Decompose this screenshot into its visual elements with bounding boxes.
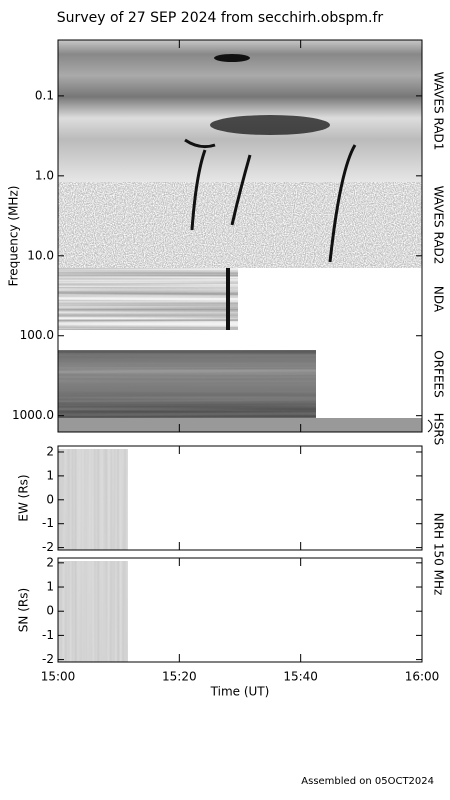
instrument-label: NDA xyxy=(432,286,446,313)
orfees-streaks xyxy=(58,350,316,418)
rad1-image xyxy=(58,40,422,182)
y-tick-label: 1 xyxy=(46,580,54,594)
y-tick-label: 0 xyxy=(46,604,54,618)
y-tick-label: 2 xyxy=(46,444,54,458)
bracket xyxy=(427,419,433,433)
footer: Assembled on 05OCT2024 xyxy=(301,776,434,787)
y-tick-label: 0 xyxy=(46,492,54,506)
spectra xyxy=(57,39,433,663)
nda-streaks xyxy=(58,268,238,330)
y-tick-label: -2 xyxy=(42,652,54,666)
y-tick-label: 2 xyxy=(46,555,54,569)
type-iii-bursts xyxy=(184,138,357,263)
instrument-label: WAVES RAD1 xyxy=(432,72,446,151)
instrument-label: NRH 150 MHz xyxy=(432,513,446,596)
ew-streaks xyxy=(58,449,128,550)
y-tick-label: 100.0 xyxy=(20,328,54,342)
y-tick-label: 0.1 xyxy=(35,88,54,102)
y-tick-label: 1 xyxy=(46,468,54,482)
frame xyxy=(57,557,423,663)
hsrs-image xyxy=(58,418,422,432)
frame xyxy=(57,39,423,433)
burst xyxy=(226,268,230,330)
x-axis-label: Time (UT) xyxy=(210,685,270,699)
instrument-label: WAVES RAD2 xyxy=(432,186,446,265)
instrument-label: HSRS xyxy=(432,413,446,446)
y-tick-label: 10.0 xyxy=(27,248,54,262)
y-tick-label: -1 xyxy=(42,628,54,642)
y-tick-label: 1.0 xyxy=(35,168,54,182)
y-axis-label: EW (Rs) xyxy=(17,474,31,521)
y-tick-label: -1 xyxy=(42,516,54,530)
chart-title: Survey of 27 SEP 2024 from secchirh.obsp… xyxy=(57,10,384,26)
burst xyxy=(214,54,250,62)
sn-streaks xyxy=(58,561,128,662)
x-tick-label: 15:40 xyxy=(283,670,318,684)
y-tick-label: -2 xyxy=(42,540,54,554)
y-axis-label: Frequency (MHz) xyxy=(7,186,21,287)
y-tick-label: 1000.0 xyxy=(12,408,54,422)
instrument-label: ORFEES xyxy=(432,350,446,397)
frame xyxy=(57,445,423,551)
y-axis-label: SN (Rs) xyxy=(17,588,31,632)
burst xyxy=(210,115,330,135)
x-tick-label: 15:00 xyxy=(41,670,76,684)
x-tick-label: 15:20 xyxy=(162,670,197,684)
x-tick-label: 16:00 xyxy=(405,670,440,684)
